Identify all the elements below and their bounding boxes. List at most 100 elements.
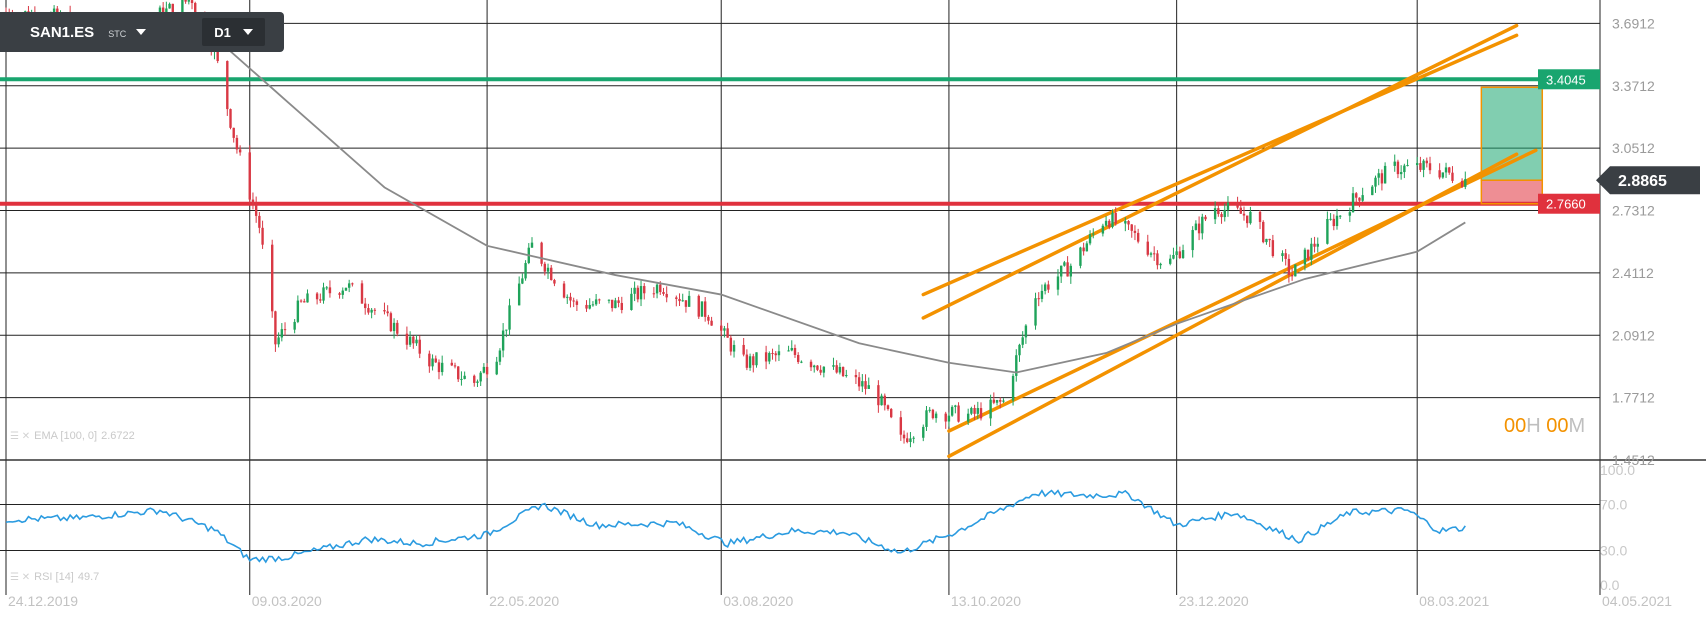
candle-body xyxy=(1159,263,1162,266)
price-tick-label: 1.7712 xyxy=(1612,390,1655,406)
current-price-tag-text: 2.8865 xyxy=(1618,173,1667,190)
candle-body xyxy=(1239,207,1242,214)
candle-body xyxy=(1306,249,1310,260)
candle-body xyxy=(1451,172,1454,181)
candle-body xyxy=(742,344,745,355)
candle-body xyxy=(838,366,842,373)
candle-body xyxy=(1059,265,1063,277)
candle-body xyxy=(280,329,284,338)
candle-body xyxy=(1403,165,1406,173)
candle-body xyxy=(643,286,646,294)
candle-body xyxy=(909,438,912,442)
candle-body xyxy=(1201,216,1204,234)
candle-body xyxy=(610,299,614,309)
exchange-label: STC xyxy=(108,28,127,39)
candle-body xyxy=(453,365,457,367)
price-tick-label: 3.3712 xyxy=(1612,78,1655,94)
candle-body xyxy=(867,385,870,389)
channel-line xyxy=(921,23,1519,320)
price-tick-label: 2.0912 xyxy=(1612,327,1655,343)
candle-body xyxy=(543,263,547,272)
candle-body xyxy=(1339,215,1342,217)
candle-body xyxy=(386,311,389,314)
candle-body xyxy=(617,300,620,303)
candle-body xyxy=(1220,214,1223,218)
ema-line xyxy=(5,24,1466,374)
candle-body xyxy=(1326,218,1329,244)
candle-body xyxy=(835,365,838,373)
candle-body xyxy=(1383,165,1387,184)
candle-body xyxy=(841,366,845,377)
candle-body xyxy=(655,284,659,294)
candle-body xyxy=(1428,163,1432,171)
candle-body xyxy=(899,417,903,435)
candle-body xyxy=(508,305,511,330)
candle-body xyxy=(479,372,482,382)
candle-body xyxy=(1377,173,1380,178)
candle-body xyxy=(889,409,893,418)
candle-body xyxy=(1258,211,1262,222)
candle-body xyxy=(274,311,277,345)
candle-body xyxy=(553,280,556,284)
candle-body xyxy=(925,410,928,427)
candle-body xyxy=(662,291,665,294)
candle-body xyxy=(950,406,954,416)
candle-body xyxy=(931,409,935,419)
candle-body xyxy=(1124,221,1127,224)
candle-body xyxy=(1335,215,1339,227)
candle-body xyxy=(319,299,322,301)
candle-body xyxy=(431,358,434,367)
candle-body xyxy=(726,328,729,338)
candle-body xyxy=(720,325,723,331)
candle-body xyxy=(1246,215,1249,224)
date-tick-label: 04.05.2021 xyxy=(1602,593,1672,609)
candle-body xyxy=(437,362,441,373)
candle-body xyxy=(248,152,251,200)
candle-body xyxy=(1348,212,1352,216)
candle-body xyxy=(341,290,344,295)
resistance-price-tag-text: 3.4045 xyxy=(1546,72,1586,87)
trend-channel[interactable] xyxy=(921,23,1538,459)
candle-body xyxy=(883,395,886,406)
candle-body xyxy=(364,303,367,309)
candle-body xyxy=(1169,258,1172,264)
timeframe-selector[interactable]: D1 xyxy=(202,18,265,46)
candle-body xyxy=(235,137,239,150)
take-profit-zone xyxy=(1480,86,1544,181)
candle-body xyxy=(1271,240,1275,257)
candle-body xyxy=(989,399,992,419)
support-price-tag-text: 2.7660 xyxy=(1546,197,1586,212)
candle-body xyxy=(517,283,521,306)
symbol-dropdown-icon[interactable] xyxy=(136,29,147,35)
candle-body xyxy=(1399,172,1403,175)
candle-body xyxy=(992,399,996,403)
ema-indicator-legend[interactable]: ☰ ✕ EMA [100, 0] 2.6722 xyxy=(10,430,135,442)
symbol-label[interactable]: SAN1.ES xyxy=(30,23,95,41)
candle-body xyxy=(681,300,684,302)
indicator-settings-icon[interactable]: ☰ ✕ xyxy=(10,430,31,442)
candlestick-series xyxy=(4,0,1467,448)
candle-body xyxy=(1101,225,1105,234)
indicator-settings-icon[interactable]: ☰ ✕ xyxy=(10,571,31,583)
candle-body xyxy=(966,413,970,422)
position-box[interactable] xyxy=(1480,86,1544,205)
candle-body xyxy=(1438,170,1441,178)
rsi-indicator-legend[interactable]: ☰ ✕ RSI [14] 49.7 xyxy=(10,571,99,583)
candle-body xyxy=(607,299,611,301)
candle-body xyxy=(1149,253,1153,255)
candle-body xyxy=(482,366,486,373)
candle-body xyxy=(877,385,880,406)
candle-body xyxy=(1294,264,1297,277)
price-tick-label: 2.7312 xyxy=(1612,203,1655,219)
candle-body xyxy=(1178,251,1182,259)
price-tick-label: 3.0512 xyxy=(1612,140,1655,156)
candle-body xyxy=(687,295,691,307)
candle-body xyxy=(973,408,976,414)
candle-body xyxy=(440,362,444,373)
candle-body xyxy=(392,322,396,332)
candle-body xyxy=(1130,224,1133,231)
candle-body xyxy=(460,378,463,380)
candle-body xyxy=(415,339,418,344)
candle-body xyxy=(1111,212,1114,228)
